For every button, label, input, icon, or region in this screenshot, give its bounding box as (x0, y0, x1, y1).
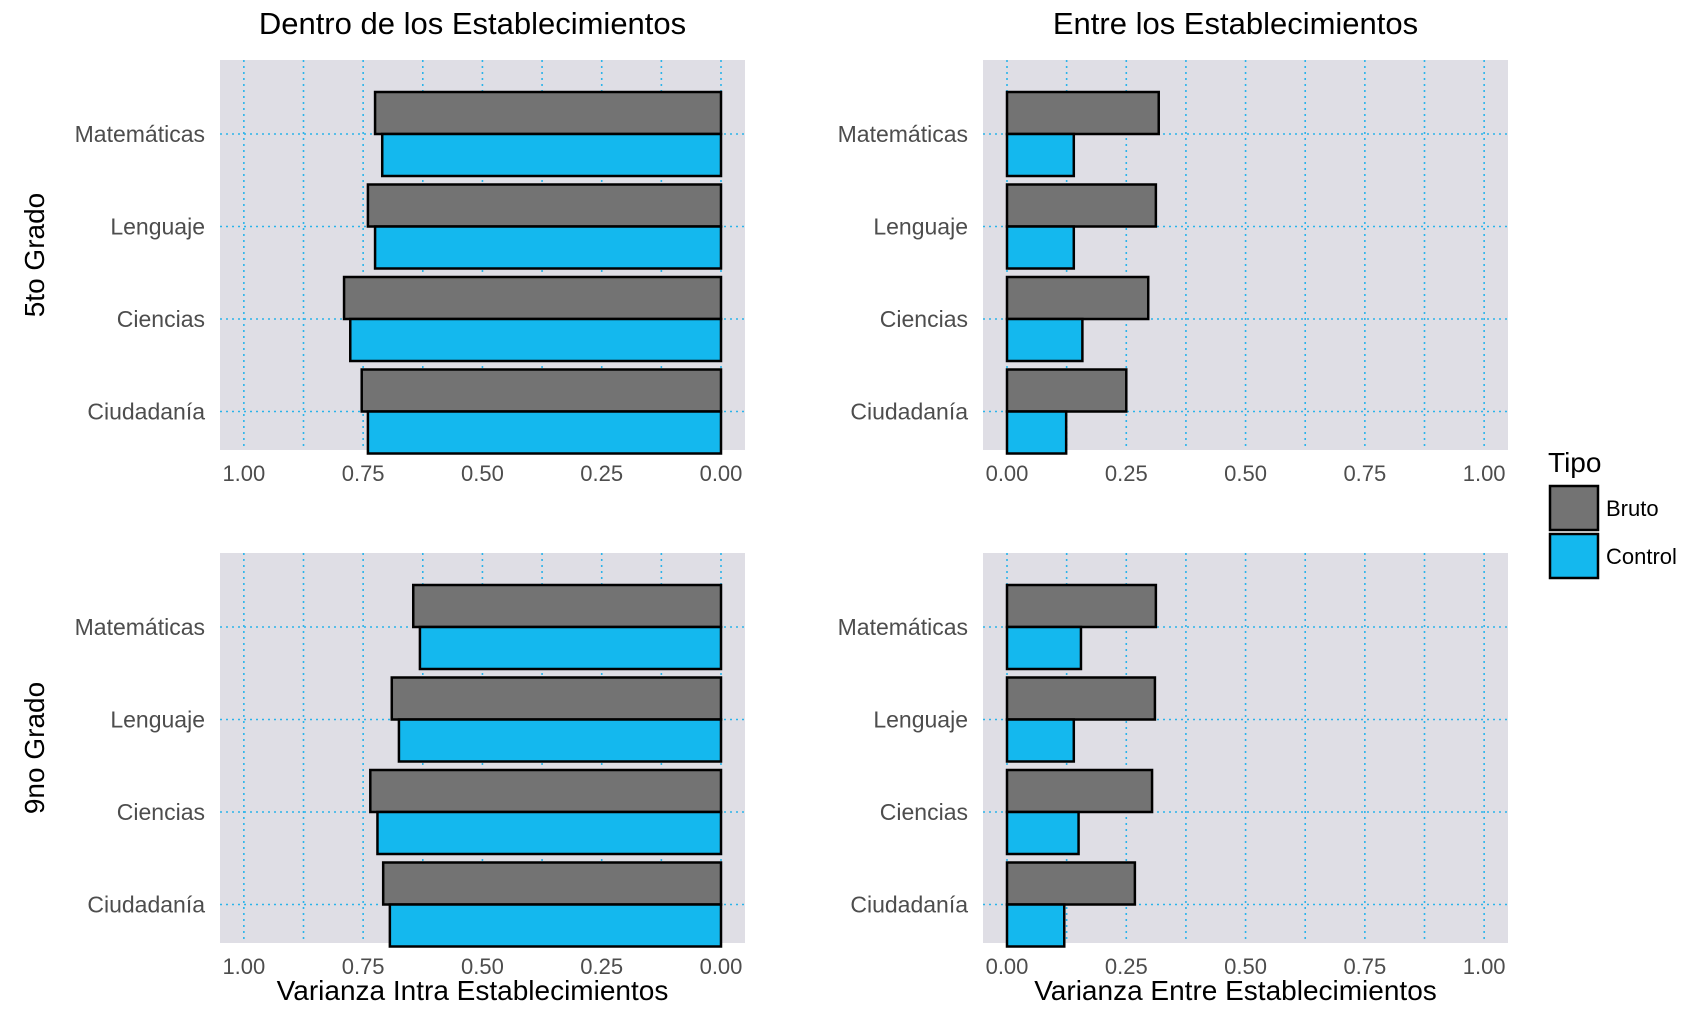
bar-bruto (1005, 768, 1154, 814)
x-tick-label: 0.75 (342, 461, 385, 486)
category-label: Ciudadanía (850, 399, 968, 425)
x-tick-label: 0.50 (461, 461, 504, 486)
category-label: Ciencias (117, 306, 205, 332)
bar-control (366, 410, 723, 455)
x-tick-label: 0.25 (580, 954, 623, 979)
bar-bruto (342, 275, 723, 321)
x-tick-label: 0.50 (1224, 461, 1267, 486)
panel-between-5to: Matemáticas Lenguaje Ciencias Ciudadanía 0.0… (838, 6, 1508, 486)
bar-bruto (360, 368, 723, 413)
bar-bruto (369, 768, 723, 814)
category-label: Ciencias (117, 799, 205, 825)
facet-row-label: 5to Grado (19, 193, 50, 318)
category-label: Matemáticas (838, 121, 968, 147)
x-tick-label: 1.00 (222, 954, 265, 979)
bar-bruto (1005, 676, 1157, 721)
category-label: Lenguaje (873, 214, 968, 240)
bar-control (373, 225, 723, 270)
x-axis-title: Varianza Entre Establecimientos (1034, 975, 1437, 1006)
bar-bruto (1005, 368, 1128, 413)
category-label: Ciudadanía (850, 892, 968, 918)
bar-control (1005, 903, 1066, 948)
x-tick-label: 1.00 (1463, 954, 1506, 979)
x-tick-label: 0.50 (461, 954, 504, 979)
panel-between-9no: Matemáticas Lenguaje Ciencias Ciudadanía 0.0… (838, 553, 1508, 1006)
bar-bruto (390, 676, 723, 721)
x-tick-label: 0.25 (1105, 461, 1148, 486)
category-label: Ciencias (880, 306, 968, 332)
legend-label-control: Control (1606, 544, 1677, 569)
category-label: Ciudadanía (87, 399, 205, 425)
x-axis-title: Varianza Intra Establecimientos (277, 975, 669, 1006)
bar-control (418, 625, 723, 671)
legend-label-bruto: Bruto (1606, 496, 1659, 521)
bar-bruto (411, 583, 723, 629)
category-label: Lenguaje (873, 707, 968, 733)
bar-bruto (1005, 275, 1150, 321)
category-label: Matemáticas (75, 121, 205, 147)
x-tick-label: 0.00 (700, 954, 743, 979)
bar-control (1005, 410, 1068, 455)
bar-bruto (1005, 90, 1160, 136)
panel-title: Dentro de los Establecimientos (259, 6, 686, 41)
category-label: Matemáticas (838, 614, 968, 640)
x-tick-label: 1.00 (1463, 461, 1506, 486)
panel-within-5to: Matemáticas Lenguaje Ciencias Ciudadanía 1.0… (19, 6, 745, 486)
x-tick-label: 1.00 (222, 461, 265, 486)
bar-control (1005, 718, 1076, 763)
bar-bruto (1005, 583, 1158, 629)
legend-swatch-bruto (1548, 484, 1600, 532)
category-label: Ciudadanía (87, 892, 205, 918)
category-label: Ciencias (880, 799, 968, 825)
x-tick-label: 0.75 (342, 954, 385, 979)
panel-title: Entre los Establecimientos (1053, 6, 1418, 41)
bar-bruto (381, 861, 723, 906)
bar-control (1005, 625, 1083, 671)
bar-control (1005, 225, 1076, 270)
panel-within-9no: Matemáticas Lenguaje Ciencias Ciudadanía 1.0… (19, 553, 745, 1006)
x-tick-label: 0.75 (1343, 461, 1386, 486)
bar-control (1005, 810, 1080, 856)
bar-bruto (1005, 861, 1137, 906)
x-tick-label: 0.00 (986, 461, 1029, 486)
x-tick-label: 0.75 (1343, 954, 1386, 979)
bar-control (349, 317, 723, 363)
bar-control (388, 903, 723, 948)
category-label: Lenguaje (110, 214, 205, 240)
x-tick-label: 0.00 (986, 954, 1029, 979)
bar-control (1005, 317, 1084, 363)
x-tick-label: 0.25 (580, 461, 623, 486)
bar-control (380, 132, 723, 178)
bar-control (1005, 132, 1076, 178)
category-label: Matemáticas (75, 614, 205, 640)
facet-row-label: 9no Grado (19, 682, 50, 814)
bar-bruto (373, 90, 723, 136)
bar-bruto (1005, 183, 1158, 228)
x-tick-label: 0.00 (700, 461, 743, 486)
x-tick-label: 0.50 (1224, 954, 1267, 979)
legend-title: Tipo (1548, 447, 1601, 478)
bar-control (397, 718, 723, 763)
x-tick-label: 0.25 (1105, 954, 1148, 979)
category-label: Lenguaje (110, 707, 205, 733)
bar-bruto (366, 183, 723, 228)
legend-swatch-control (1548, 532, 1600, 580)
bar-control (376, 810, 723, 856)
